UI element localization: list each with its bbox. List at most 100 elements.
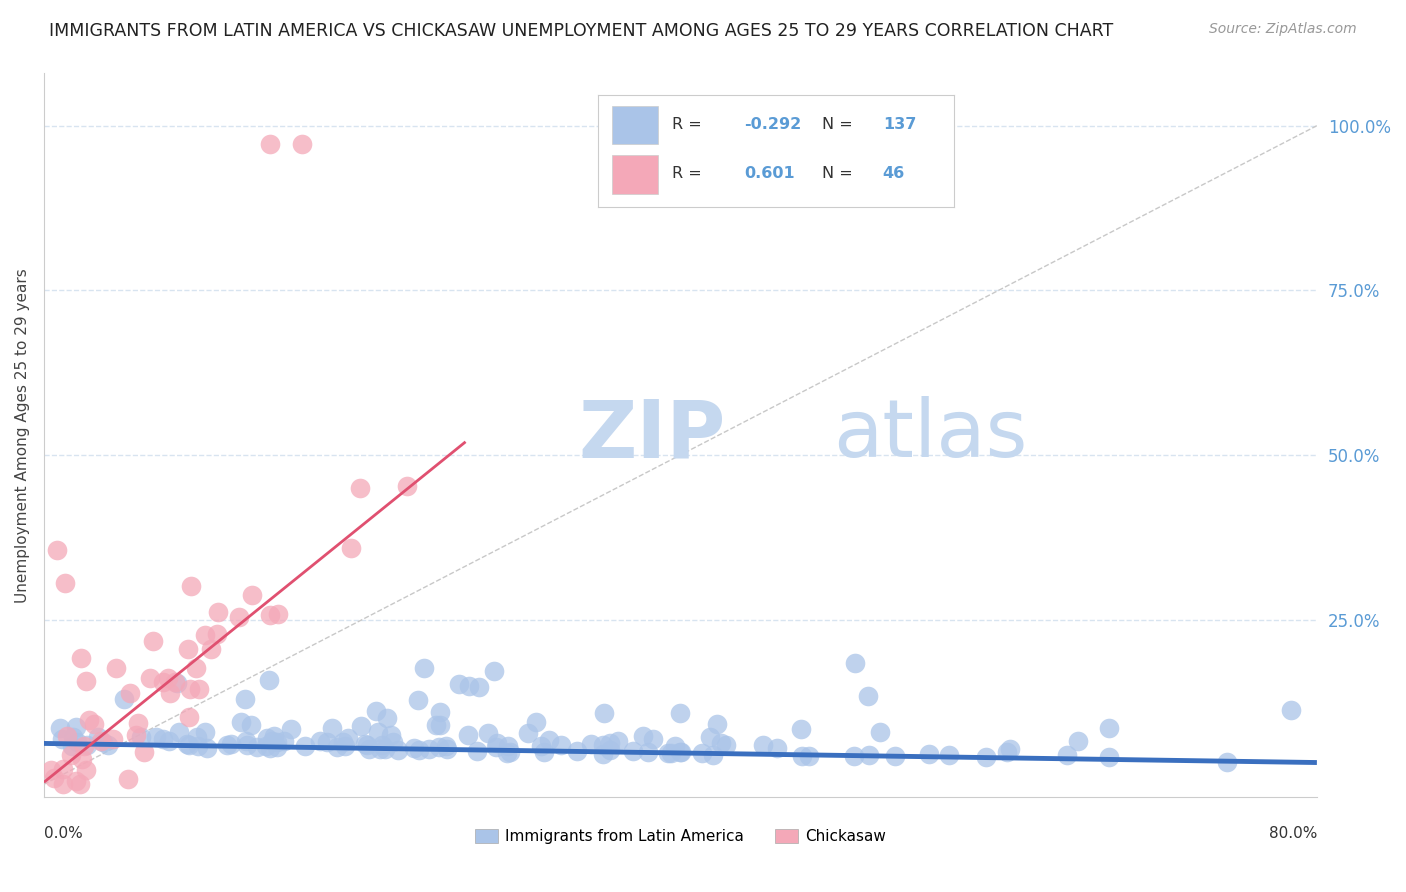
Point [375, 711, 398, 725]
Point [1098, 749, 1121, 764]
Point [869, 725, 891, 739]
Point [39, 763, 62, 777]
Point [359, 741, 381, 756]
Point [112, 692, 135, 706]
Text: Source: ZipAtlas.com: Source: ZipAtlas.com [1209, 22, 1357, 37]
Point [353, 738, 375, 752]
Point [413, 661, 436, 675]
Point [127, 716, 149, 731]
Point [60, 739, 83, 753]
Point [381, 735, 404, 749]
Point [579, 737, 602, 751]
Point [538, 732, 561, 747]
Point [550, 738, 572, 752]
Point [120, 686, 142, 700]
Point [664, 739, 686, 754]
Text: atlas: atlas [834, 396, 1028, 475]
Point [333, 739, 356, 753]
Point [184, 661, 207, 675]
Point [387, 743, 409, 757]
Point [167, 724, 190, 739]
Point [267, 607, 290, 622]
Point [356, 738, 378, 752]
Point [669, 745, 692, 759]
Point [752, 738, 775, 752]
Point [340, 541, 363, 555]
Point [429, 705, 451, 719]
Point [90, 733, 112, 747]
Point [77, 714, 100, 728]
Point [434, 739, 457, 753]
Point [187, 739, 209, 754]
Point [70, 650, 93, 665]
Point [129, 731, 152, 745]
Text: ZIP: ZIP [578, 396, 725, 475]
Point [207, 627, 229, 641]
Point [280, 722, 302, 736]
Point [256, 731, 278, 745]
Point [180, 579, 202, 593]
Point [53, 576, 76, 591]
Point [52, 762, 75, 776]
Point [402, 741, 425, 756]
Point [633, 729, 655, 743]
Point [659, 746, 682, 760]
Point [1056, 747, 1078, 762]
Point [883, 749, 905, 764]
Point [62, 730, 84, 744]
Point [42, 771, 65, 785]
Point [858, 748, 880, 763]
Point [257, 673, 280, 687]
Point [657, 746, 679, 760]
Point [145, 730, 167, 744]
Point [856, 690, 879, 704]
Point [496, 746, 519, 760]
Point [75, 763, 97, 777]
Point [240, 588, 263, 602]
Point [974, 750, 997, 764]
Point [592, 706, 614, 720]
Point [139, 671, 162, 685]
Point [246, 740, 269, 755]
Point [229, 714, 252, 729]
Point [374, 741, 396, 756]
Point [228, 610, 250, 624]
Point [52, 777, 75, 791]
Point [219, 737, 242, 751]
Point [56, 729, 79, 743]
Point [396, 479, 419, 493]
Point [59, 747, 82, 762]
Point [486, 736, 509, 750]
Point [87, 730, 110, 744]
Point [194, 628, 217, 642]
Point [179, 682, 201, 697]
Point [91, 735, 114, 749]
Point [142, 633, 165, 648]
Point [643, 731, 665, 746]
Point [177, 709, 200, 723]
Point [714, 739, 737, 753]
Point [321, 722, 343, 736]
Point [215, 738, 238, 752]
Point [766, 740, 789, 755]
Point [607, 734, 630, 748]
Point [710, 736, 733, 750]
Point [350, 719, 373, 733]
Point [65, 773, 87, 788]
Point [1216, 755, 1239, 769]
Point [371, 738, 394, 752]
Point [260, 734, 283, 748]
Point [429, 718, 451, 732]
Point [166, 676, 188, 690]
Point [1098, 721, 1121, 735]
Point [75, 673, 97, 688]
Point [938, 748, 960, 763]
Point [465, 744, 488, 758]
Point [408, 743, 430, 757]
Point [76, 738, 98, 752]
Point [104, 660, 127, 674]
Point [425, 718, 447, 732]
Point [436, 741, 458, 756]
Legend: Immigrants from Latin America, Chickasaw: Immigrants from Latin America, Chickasaw [475, 829, 886, 844]
Point [132, 745, 155, 759]
